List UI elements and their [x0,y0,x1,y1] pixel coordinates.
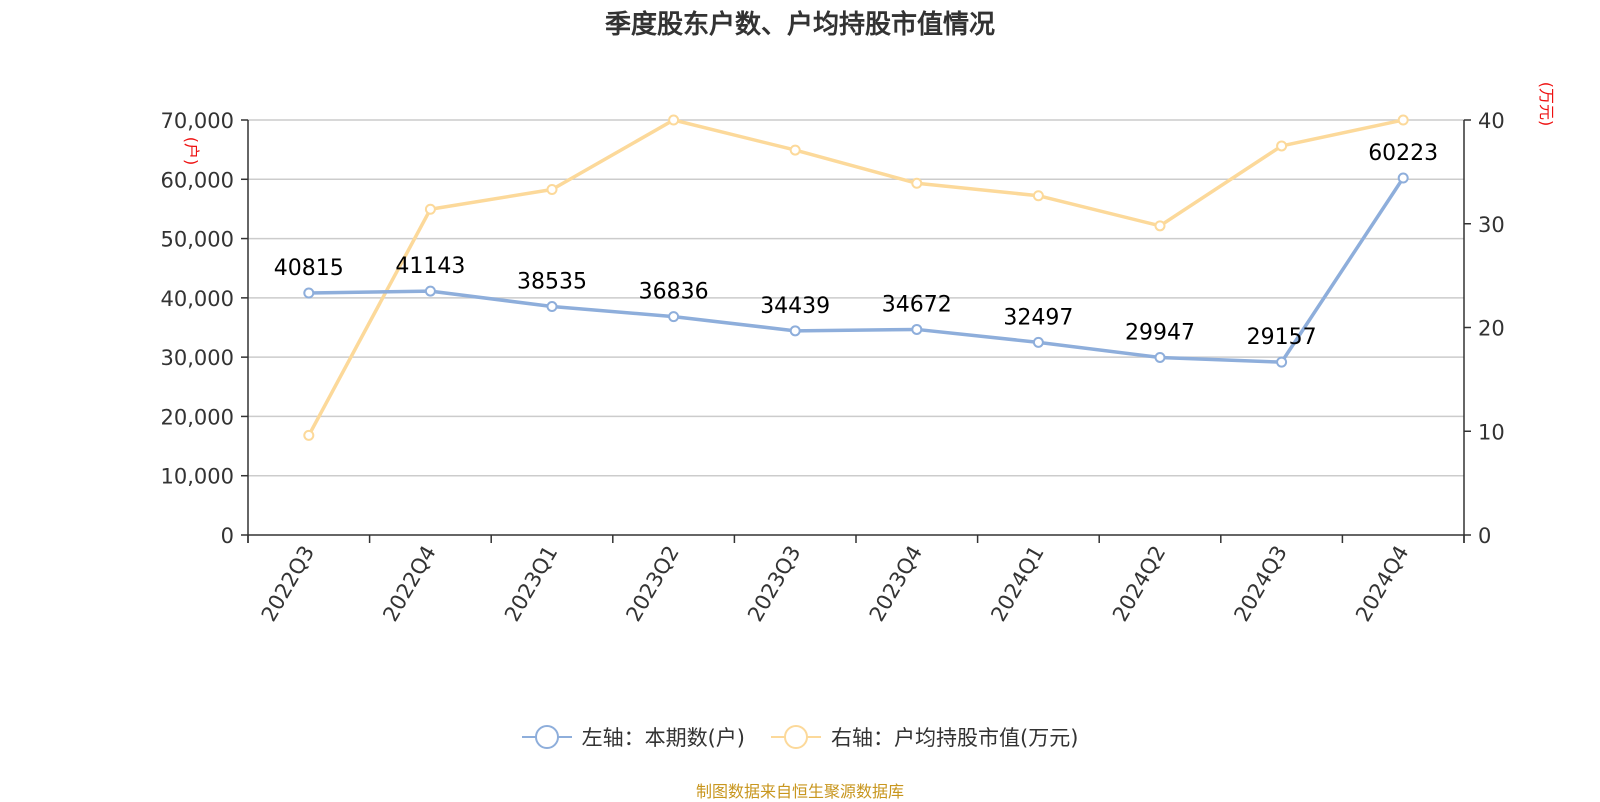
right-tick-label: 0 [1478,524,1491,548]
right-series-point [1276,140,1288,152]
left-series-point [1154,351,1166,363]
x-tick-label: 2023Q2 [621,542,683,626]
left-tick-label: 20,000 [161,405,234,429]
x-tick-label: 2024Q1 [986,542,1048,626]
right-series-point [303,429,315,441]
series [303,114,1409,441]
legend: 左轴：本期数(户) 右轴：户均持股市值(万元) [0,722,1600,752]
legend-marker-left [521,725,572,749]
left-series-point [668,311,680,323]
left-series-point [303,287,315,299]
x-tick-label: 2022Q4 [378,542,440,626]
legend-item-left-series[interactable]: 左轴：本期数(户) [521,722,745,752]
right-series-point [668,114,680,126]
left-tick-label: 0 [221,524,234,548]
right-series-point [424,203,436,215]
left-series-point [424,285,436,297]
left-series-point [789,325,801,337]
right-axis-unit: (万元) [1537,82,1556,127]
legend-label-right: 右轴：户均持股市值(万元) [831,726,1079,750]
left-series-point [546,301,558,313]
right-series-point [1397,114,1409,126]
x-tick-label: 2024Q4 [1351,542,1413,626]
data-label: 41143 [395,254,465,279]
legend-marker-right [771,725,821,749]
data-label: 60223 [1368,141,1438,166]
left-series-point [1032,336,1044,348]
right-tick-label: 40 [1478,109,1505,133]
x-tick-label: 2023Q3 [743,542,805,626]
x-tick-label: 2023Q4 [865,542,927,626]
left-series-line [308,176,1405,364]
left-axis-unit: (户) [182,137,201,166]
grid-lines [248,119,1464,477]
x-tick-label: 2024Q2 [1108,542,1170,626]
left-series-point [1397,172,1409,184]
data-label: 38535 [517,270,587,295]
source-note: 制图数据来自恒生聚源数据库 [695,782,904,801]
legend-label-left: 左轴：本期数(户) [581,726,745,750]
left-tick-label: 10,000 [161,465,234,489]
right-series-point [1154,220,1166,232]
axes: 0 10,000 20,000 30,000 40,000 50,000 60,000 70,… [161,109,1505,626]
x-tick-label: 2024Q3 [1229,542,1291,626]
right-series-line [307,118,1404,437]
left-series-point [1276,356,1288,368]
left-tick-label: 50,000 [161,228,234,252]
right-tick-label: 20 [1478,317,1505,341]
left-tick-label: 30,000 [161,346,234,370]
data-label: 29947 [1125,320,1195,345]
data-label: 40815 [274,256,344,281]
data-label: 34439 [760,294,830,319]
data-label: 36836 [639,280,709,305]
right-series-point [546,184,558,196]
data-labels: 40815 41143 38535 36836 34439 34672 32497 29947… [274,141,1438,350]
data-label: 29157 [1247,325,1317,350]
left-tick-label: 40,000 [161,287,234,311]
data-label: 34672 [882,292,952,317]
x-tick-label: 2023Q1 [500,542,562,626]
data-label: 32497 [1003,305,1073,330]
right-series-point [1032,190,1044,202]
left-series-point [911,323,923,335]
right-series-point [789,144,801,156]
x-tick-label: 2022Q3 [257,542,319,626]
right-tick-label: 30 [1478,213,1505,237]
left-tick-label: 70,000 [161,109,234,133]
left-tick-label: 60,000 [161,168,234,192]
legend-item-right-series[interactable]: 右轴：户均持股市值(万元) [771,722,1078,752]
right-series-point [911,177,923,189]
right-tick-label: 10 [1478,420,1505,444]
chart-title: 季度股东户数、户均持股市值情况 [604,10,995,40]
